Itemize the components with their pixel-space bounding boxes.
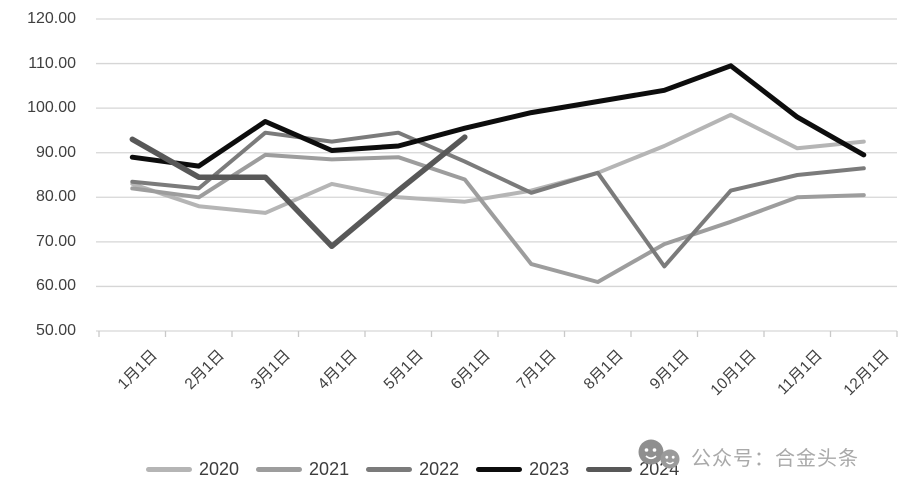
legend-label: 2020 [199,459,240,479]
series-line-2024 [129,134,468,250]
legend-swatch [586,467,633,472]
legend: 2020 2021 2022 2023 2024 [146,459,679,480]
y-axis-label: 50.00 [35,322,76,339]
series-line-2023 [129,63,867,169]
legend-item-2020: 2020 [146,459,239,480]
legend-swatch [146,467,192,472]
legend-label: 2022 [419,459,460,479]
watermark-text: 公众号：合金头条 [691,448,859,470]
series-line-2022 [130,130,866,269]
legend-item-2023: 2023 [476,459,569,480]
series-line-2020 [130,112,866,215]
legend-label: 2023 [529,459,570,479]
y-axis-label: 110.00 [28,54,76,72]
watermark: 公众号：合金头条 [637,438,859,472]
y-axis-label: 100.00 [27,99,76,117]
legend-swatch [256,467,303,472]
y-axis-label: 120.00 [27,10,76,27]
legend-swatch [476,467,523,472]
legend-swatch [366,467,413,472]
series-line-2021 [130,152,866,284]
legend-label: 2021 [309,459,350,479]
y-axis-label: 60.00 [35,277,76,295]
y-axis-label: 80.00 [35,188,76,206]
y-axis-label: 70.00 [35,232,76,250]
legend-item-2021: 2021 [256,459,349,480]
y-axis-label: 90.00 [35,143,76,161]
legend-item-2022: 2022 [366,459,459,480]
wechat-smiley-faces-icon [638,439,680,469]
